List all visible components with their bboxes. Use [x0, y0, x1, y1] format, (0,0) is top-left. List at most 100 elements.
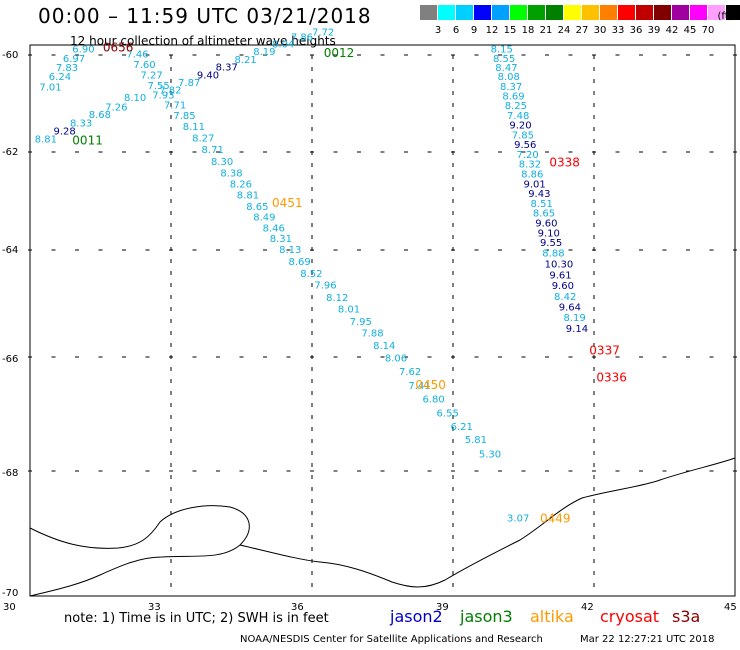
longitude-labels: 30 33 36 39 42 45 [3, 602, 737, 613]
legend-label: 70 [701, 25, 715, 36]
legend-swatch [690, 5, 708, 20]
wave-height-value: 8.51 [531, 199, 553, 210]
wave-height-value: 8.31 [270, 234, 292, 245]
pass-time-labels: 0656 0012 0011 0451 0338 0450 0337 0336 0449 [72, 41, 627, 526]
wave-height-value: 9.56 [514, 140, 536, 151]
wave-height-value: 9.28 [54, 127, 76, 138]
legend-label: 30 [593, 25, 607, 36]
wave-height-value: 7.88 [361, 329, 383, 340]
legend-label: 6 [452, 25, 460, 36]
wave-height-value: 7.55 [148, 81, 170, 92]
wave-height-value: 9.01 [524, 179, 546, 190]
wave-height-value: 8.71 [202, 145, 224, 156]
wave-height-value: 9.20 [509, 121, 531, 132]
wave-height-value: 8.14 [373, 341, 395, 352]
wave-height-value: 9.61 [549, 270, 571, 281]
wave-height-value: 8.33 [70, 118, 92, 129]
wave-height-value: 8.55 [493, 54, 515, 65]
wave-height-value: 8.13 [279, 245, 301, 256]
legend-label: 18 [521, 25, 535, 36]
wave-height-value: 7.26 [105, 102, 127, 113]
wave-height-value: 7.60 [133, 60, 155, 71]
pass-time-label: 0338 [549, 156, 580, 170]
wave-height-value: 9.10 [538, 228, 560, 239]
generation-timestamp: Mar 22 12:27:21 UTC 2018 [580, 634, 715, 645]
wave-height-value: 7.20 [516, 150, 538, 161]
wave-height-value: 8.19 [253, 47, 275, 58]
pass-time-label: 0012 [324, 46, 355, 60]
wave-height-value: 8.11 [183, 122, 205, 133]
wave-height-value: 9.64 [559, 302, 581, 313]
legend-label: 36 [629, 25, 643, 36]
wave-height-value: 8.10 [124, 93, 146, 104]
legend-swatch [654, 5, 672, 20]
lat-label-68: -68 [2, 468, 18, 479]
legend-label: 42 [665, 25, 679, 36]
legend-swatch [564, 5, 582, 20]
wave-height-value: 8.88 [542, 248, 564, 259]
map-frame [29, 44, 736, 597]
wave-height-value: 8.46 [263, 223, 285, 234]
wave-height-value: 7.82 [159, 85, 181, 96]
wave-height-value: 6.55 [437, 408, 459, 419]
wave-height-value: 7.46 [126, 49, 148, 60]
wave-height-value: 9.14 [566, 324, 588, 335]
map-title: 00:00 – 11:59 UTC 03/21/2018 [38, 4, 372, 28]
wave-height-value: 9.60 [552, 281, 574, 292]
wave-height-value: 8.69 [289, 257, 311, 268]
wave-height-value: 8.37 [500, 82, 522, 93]
wave-height-value: 7.96 [314, 281, 336, 292]
wave-height-value: 8.15 [491, 45, 513, 56]
legend-swatch [708, 5, 726, 20]
wave-height-value: 8.65 [533, 209, 555, 220]
lat-label-70: -70 [2, 588, 18, 599]
wave-height-value: 8.04 [272, 39, 294, 50]
lon-label-36: 36 [291, 602, 304, 613]
wave-height-value: 7.86 [291, 33, 313, 44]
legend-swatch [456, 5, 474, 20]
wave-height-value: 8.38 [220, 169, 242, 180]
wave-height-value: 8.52 [300, 269, 322, 280]
wave-height-value: 8.32 [519, 160, 541, 171]
legend-swatch [726, 5, 740, 20]
legend-label: 12 [485, 25, 499, 36]
wave-height-value: 8.19 [563, 313, 585, 324]
wave-height-value: 7.27 [140, 70, 162, 81]
legend-label: 9 [470, 25, 478, 36]
wave-height-value: 5.30 [479, 449, 501, 460]
antarctic-coastline [29, 457, 736, 597]
wave-height-value: 6.90 [72, 45, 94, 56]
footer-note: note: 1) Time is in UTC; 2) SWH is in fe… [64, 611, 329, 626]
pass-time-label: 0011 [72, 134, 103, 148]
wave-height-value: 8.65 [246, 202, 268, 213]
legend-swatch [600, 5, 618, 20]
wave-height-value: 8.42 [554, 292, 576, 303]
legend-swatch [582, 5, 600, 20]
legend-swatch [528, 5, 546, 20]
wave-height-value: 7.87 [178, 78, 200, 89]
pass-time-label: 0656 [103, 41, 134, 55]
legend-swatch [636, 5, 654, 20]
wave-height-value: 7.93 [152, 91, 174, 102]
legend-label: 27 [575, 25, 589, 36]
wave-height-value: 5.81 [465, 435, 487, 446]
legend-label: 21 [539, 25, 553, 36]
pass-time-label: 0449 [540, 512, 571, 526]
wave-height-value: 7.85 [512, 130, 534, 141]
wave-height-value: 8.27 [192, 133, 214, 144]
wave-height-value: 8.06 [385, 354, 407, 365]
legend-label: 33 [611, 25, 625, 36]
lon-label-42: 42 [581, 602, 594, 613]
legend-unit: (ft) [717, 11, 733, 22]
lon-label-30: 30 [3, 602, 16, 613]
satellite-altika: altika [530, 607, 574, 626]
legend-swatch [474, 5, 492, 20]
wave-height-value: 6.24 [49, 72, 71, 83]
legend-swatch [510, 5, 528, 20]
legend-swatch [438, 5, 456, 20]
lat-label-62: -62 [2, 147, 18, 158]
wave-height-value: 8.86 [521, 169, 543, 180]
legend-label: 24 [557, 25, 571, 36]
wave-height-value: 7.01 [39, 82, 61, 93]
